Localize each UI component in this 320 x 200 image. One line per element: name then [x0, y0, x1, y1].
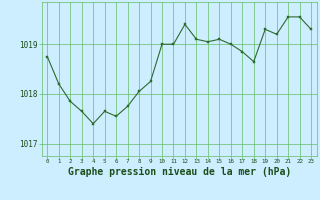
X-axis label: Graphe pression niveau de la mer (hPa): Graphe pression niveau de la mer (hPa) [68, 167, 291, 177]
